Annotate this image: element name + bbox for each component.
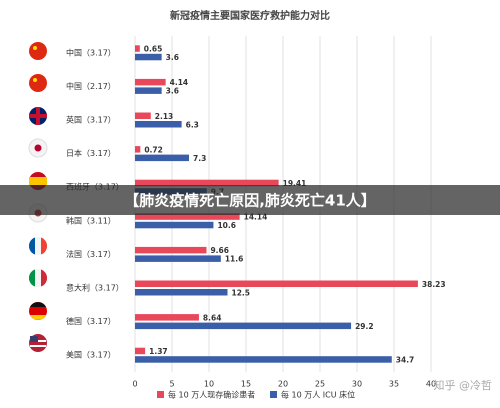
banner-background <box>0 185 500 215</box>
value-label: 6.3 <box>186 120 199 129</box>
legend-label: 每 10 万人 ICU 床位 <box>281 390 355 400</box>
value-label: 38.23 <box>422 280 446 289</box>
value-label: 0.65 <box>144 45 163 54</box>
y-tick-label: 中国（2.17） <box>66 81 116 91</box>
x-tick-label: 30 <box>352 380 362 389</box>
bar <box>135 356 392 363</box>
value-label: 11.6 <box>225 255 244 264</box>
legend-swatch <box>270 391 277 398</box>
bar <box>135 221 214 229</box>
banner-text: 【肺炎疫情死亡原因,肺炎死亡41人】 <box>124 192 376 210</box>
bar <box>135 280 418 287</box>
chart-title: 新冠疫情主要国家医疗救护能力对比 <box>170 9 330 22</box>
bar <box>135 289 228 296</box>
value-label: 14.14 <box>244 213 268 222</box>
bar <box>135 179 279 187</box>
x-tick-label: 20 <box>278 380 288 389</box>
bar <box>135 87 162 94</box>
bar <box>135 146 141 153</box>
value-label: 12.5 <box>232 288 251 297</box>
value-label: 10.6 <box>217 221 236 230</box>
bar <box>135 314 199 321</box>
x-tick-label: 10 <box>204 380 214 389</box>
bar <box>135 112 151 119</box>
bar <box>135 78 166 86</box>
x-tick-label: 35 <box>389 380 399 389</box>
bar <box>135 322 352 330</box>
watermark: 知乎 @冷哲 <box>434 378 493 392</box>
bar <box>135 154 190 162</box>
y-tick-label: 美国（3.17） <box>66 350 116 360</box>
x-tick-label: 5 <box>169 380 174 389</box>
value-label: 8.64 <box>203 313 222 322</box>
y-tick-label: 法国（3.17） <box>66 249 116 259</box>
legend-label: 每 10 万人现存确诊患者 <box>168 390 255 400</box>
bar <box>135 121 182 128</box>
value-label: 9.66 <box>210 246 229 255</box>
bar <box>135 213 240 220</box>
value-label: 7.3 <box>193 154 206 163</box>
legend-swatch <box>157 391 164 398</box>
flags <box>28 42 48 352</box>
y-tick-label: 韩国（3.11） <box>66 215 116 225</box>
x-tick-label: 0 <box>132 380 137 389</box>
value-label: 4.14 <box>170 78 189 87</box>
x-tick-label: 25 <box>315 380 325 389</box>
y-tick-label: 英国（3.17） <box>66 115 116 125</box>
value-label: 0.72 <box>144 145 163 154</box>
bar <box>135 255 221 262</box>
value-label: 2.13 <box>155 112 174 121</box>
bar <box>135 45 140 52</box>
y-tick-label: 中国（3.17） <box>66 47 116 57</box>
value-label: 3.6 <box>166 87 179 96</box>
value-label: 29.2 <box>355 322 374 331</box>
x-tick-label: 40 <box>426 380 436 389</box>
value-label: 3.6 <box>166 53 179 62</box>
x-tick-label: 15 <box>241 380 251 389</box>
value-label: 34.7 <box>396 355 415 364</box>
value-label: 19.41 <box>283 179 307 188</box>
bar <box>135 246 207 254</box>
bar <box>135 53 162 61</box>
value-label: 1.37 <box>149 347 168 356</box>
y-tick-label: 德国（3.17） <box>66 316 116 326</box>
bar <box>135 347 146 355</box>
y-tick-label: 日本（3.17） <box>66 148 116 158</box>
y-tick-label: 意大利（3.17） <box>66 283 124 293</box>
